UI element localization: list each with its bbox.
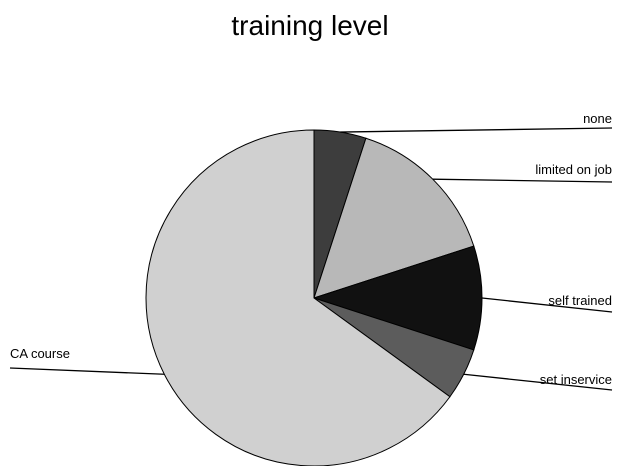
- pie-slice-ca-course: [145, 129, 451, 466]
- leader-line-ca-course: [9, 367, 165, 375]
- leader-line-limited-on-job: [432, 178, 613, 183]
- pie-slice-self-trained: [312, 245, 483, 351]
- slice-label-self-trained: self trained: [548, 293, 612, 308]
- leader-line-self-trained: [481, 297, 613, 313]
- leader-line-set-inservice: [463, 373, 613, 391]
- leader-line-none: [340, 127, 613, 133]
- chart-title: training level: [231, 10, 389, 41]
- slice-label-ca-course: CA course: [10, 346, 70, 361]
- slice-label-set-inservice: set inservice: [540, 372, 612, 387]
- pie-slice-limited-on-job: [313, 137, 475, 299]
- slice-label-limited-on-job: limited on job: [535, 162, 612, 177]
- slice-label-none: none: [583, 111, 612, 126]
